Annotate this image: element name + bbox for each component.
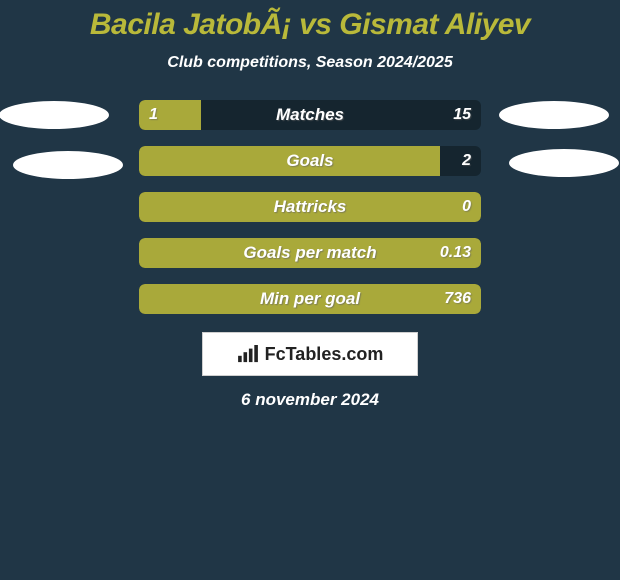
team-marker-right	[499, 101, 609, 129]
stat-row: Min per goal736	[0, 284, 620, 314]
stat-value-right: 2	[462, 152, 471, 170]
stat-bar-fill	[139, 146, 440, 176]
stat-bar-fill	[139, 192, 481, 222]
stat-bar-fill	[139, 284, 481, 314]
date: 6 november 2024	[0, 390, 620, 410]
page-title: Bacila JatobÃ¡ vs Gismat Aliyev	[0, 8, 620, 42]
logo-text: FcTables.com	[265, 344, 384, 365]
team-marker-left	[0, 101, 109, 129]
bar-chart-icon	[237, 345, 259, 363]
stat-row: Hattricks0	[0, 192, 620, 222]
stat-row: Matches115	[0, 100, 620, 130]
stat-row: Goals2	[0, 146, 620, 176]
stat-bar: Matches115	[139, 100, 481, 130]
stat-row: Goals per match0.13	[0, 238, 620, 268]
logo-box: FcTables.com	[202, 332, 418, 376]
stat-bar-fill	[139, 238, 481, 268]
stat-bar-fill	[139, 100, 201, 130]
stat-bar: Min per goal736	[139, 284, 481, 314]
stat-bar: Goals2	[139, 146, 481, 176]
team-marker-left	[13, 151, 123, 179]
team-marker-right	[509, 149, 619, 177]
subtitle: Club competitions, Season 2024/2025	[0, 54, 620, 72]
comparison-infographic: Bacila JatobÃ¡ vs Gismat Aliyev Club com…	[0, 0, 620, 580]
stats-area: Matches115 Goals2 Hattricks0 Goals per matc…	[0, 100, 620, 314]
stat-bar: Hattricks0	[139, 192, 481, 222]
stat-value-right: 15	[453, 106, 471, 124]
stat-bar: Goals per match0.13	[139, 238, 481, 268]
